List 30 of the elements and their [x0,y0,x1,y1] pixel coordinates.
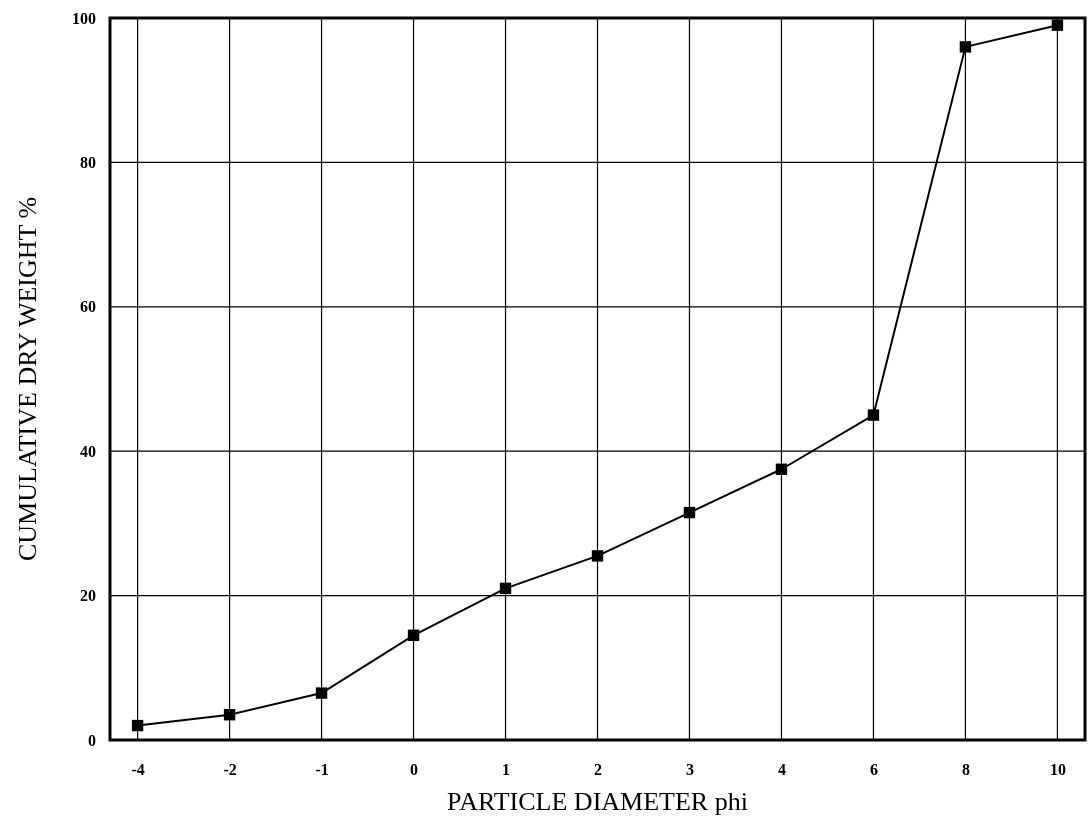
x-tick-label: -4 [131,761,145,779]
y-tick-label: 0 [88,731,96,749]
point [131,719,144,732]
x-tick-label: 1 [502,761,511,779]
x-tick-label: 8 [961,761,970,779]
point [223,709,236,721]
y-tick-label: 40 [80,442,96,460]
x-tick-label: -2 [223,761,237,779]
x-tick-label: 2 [594,761,602,779]
x-tick-label: 0 [410,761,419,779]
y-tick-label: 100 [72,9,96,27]
point [867,409,880,421]
point [407,629,420,642]
point [315,687,328,699]
point [775,463,788,475]
x-tick-label: 3 [685,761,694,779]
x-tick-label: 6 [869,761,878,779]
point [1051,19,1064,31]
y-tick-label: 20 [80,587,96,605]
y-tick-label: 80 [80,154,96,172]
y-tick-label: 60 [80,298,96,316]
point [683,506,696,519]
point [959,41,972,53]
x-tick-label: 10 [1049,761,1066,779]
x-axis-title: PARTICLE DIAMETER phi [447,787,748,816]
x-tick-label: 4 [777,761,786,779]
point [591,550,604,562]
y-axis-title: CUMULATIVE DRY WEIGHT % [13,196,42,562]
x-tick-label: -1 [315,761,329,779]
point [499,582,512,595]
